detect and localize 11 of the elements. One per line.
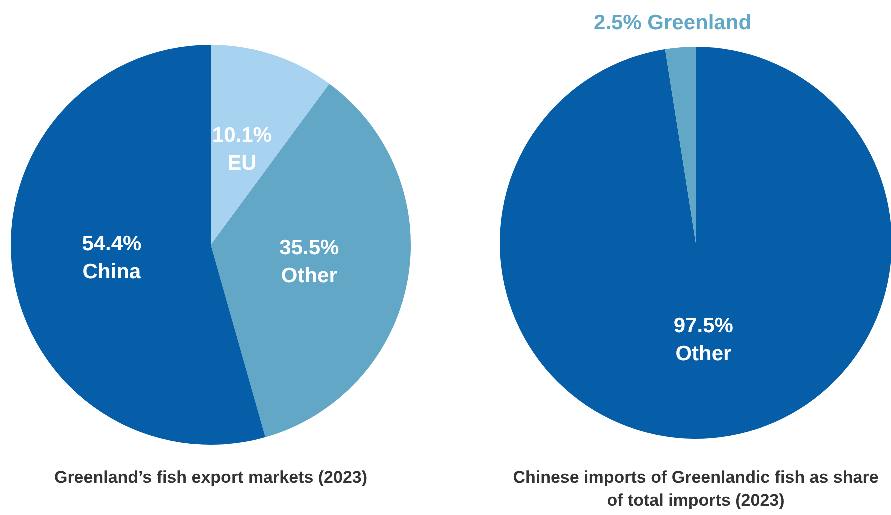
data-label: 54.4%: [82, 232, 142, 256]
data-label: 10.1%: [212, 124, 272, 147]
slice-label: 2.5% Greenland: [594, 11, 752, 34]
slice-label: EU: [228, 152, 257, 175]
text: Chinese imports of Greenlandic fish as share of total imports (2023): [512, 467, 880, 512]
text: Greenland’s fish export markets (2023): [53, 467, 369, 489]
slice-label: China: [82, 260, 142, 284]
slice-label: Other: [281, 264, 338, 288]
data-label: 97.5%: [674, 314, 734, 338]
slice-label: Other: [676, 342, 732, 366]
data-label: 35.5%: [280, 236, 340, 260]
